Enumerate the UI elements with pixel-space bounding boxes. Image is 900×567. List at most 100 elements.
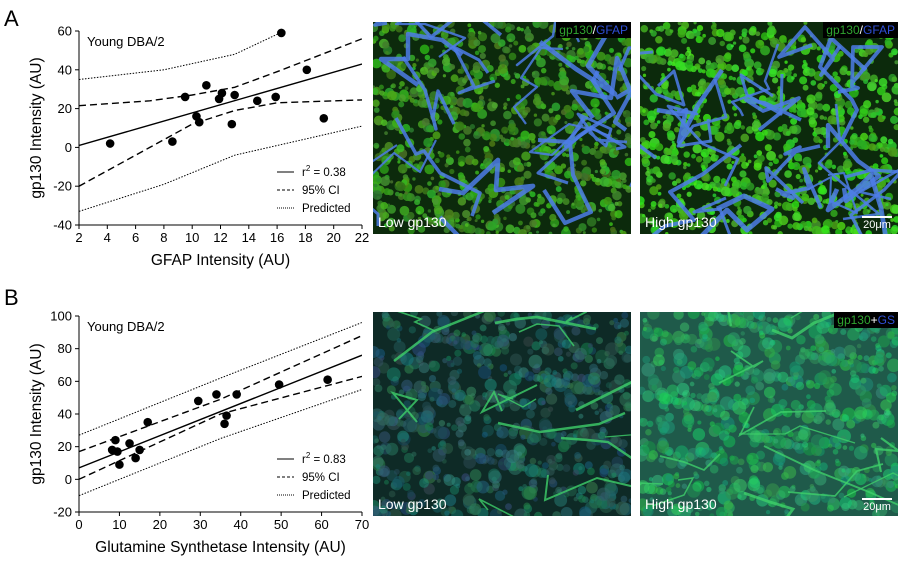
legend-r2-prefix: r [302,167,306,179]
tissue-speck [462,97,473,108]
tissue-speck [457,197,467,206]
tissue-speck [379,164,389,174]
tissue-speck [613,317,619,323]
tissue-speck [846,226,851,231]
tissue-speck [686,333,698,345]
tissue-speck [423,137,433,148]
tissue-speck [540,131,546,136]
tissue-speck [562,198,570,206]
legend-r2-value: = 0.83 [310,454,346,466]
tissue-speck [503,46,511,54]
tissue-speck [610,226,616,233]
tissue-speck [478,95,485,101]
tissue-speck [558,44,563,49]
tissue-speck [380,119,388,126]
tissue-speck [607,66,612,71]
tissue-speck [696,92,702,97]
data-point [111,435,120,445]
tissue-speck [529,430,542,443]
tissue-speck [876,86,886,96]
tissue-speck [430,176,435,181]
tissue-speck [713,175,721,183]
data-point [115,460,124,469]
tissue-speck [686,46,690,51]
tissue-speck [664,203,670,209]
tissue-speck [398,85,402,90]
tissue-speck [745,162,750,166]
tissue-speck [505,503,512,511]
regression-line [79,354,362,469]
tissue-speck [385,50,389,55]
tissue-speck [770,360,781,370]
tissue-speck [768,179,777,188]
tissue-speck [742,51,750,59]
tissue-speck [760,193,769,202]
tissue-speck [383,188,391,196]
tissue-speck [603,196,612,205]
scale-bar-label: 20μm [863,219,891,231]
tissue-speck [878,365,884,372]
tissue-speck [459,404,472,417]
tissue-speck [405,507,413,514]
tissue-speck [816,103,824,111]
tissue-speck [373,142,380,149]
tissue-speck [817,351,832,366]
tissue-speck [740,331,745,336]
tissue-speck [715,54,725,65]
tissue-speck [750,48,756,54]
tissue-speck [451,388,457,394]
tissue-speck [597,431,606,440]
tissue-speck [431,446,436,451]
tissue-speck [762,180,766,184]
tissue-speck [709,126,719,135]
tissue-speck [529,457,537,465]
tissue-speck [581,144,585,148]
tissue-speck [783,466,797,479]
tissue-speck [599,159,606,166]
y-tick-label: 60 [58,374,72,389]
tissue-speck [454,389,466,402]
tissue-speck [387,204,397,214]
tissue-speck [453,340,458,345]
tissue-speck [395,25,403,33]
tissue-speck [378,431,391,443]
tissue-speck [818,139,823,144]
tissue-speck [733,478,747,493]
tissue-speck [465,476,471,482]
tissue-speck [656,46,666,56]
tissue-speck [857,354,863,361]
tissue-speck [649,497,654,502]
tissue-speck [563,388,573,398]
tissue-speck [496,341,504,348]
tissue-speck [508,38,512,42]
glial-process [874,437,898,473]
tissue-speck [830,348,836,354]
tissue-speck [374,118,381,126]
tissue-speck [658,457,665,463]
tissue-speck [737,458,745,466]
tissue-speck [891,76,898,83]
tissue-speck [618,350,624,356]
tissue-speck [823,80,828,85]
micrograph-a-low: gp130/GFAP Low gp130 [373,22,631,234]
tissue-speck [491,476,497,482]
tissue-speck [392,476,405,488]
tissue-speck [761,185,765,190]
astrocyte-process [818,36,868,141]
tissue-speck [448,399,457,408]
stain-label-sep: / [592,23,596,37]
tissue-speck [524,371,535,382]
tissue-speck [664,406,670,412]
tissue-speck [554,165,563,175]
tissue-speck [693,182,697,186]
tissue-speck [726,138,731,143]
tissue-speck [527,132,536,141]
tissue-speck [414,184,424,194]
tissue-speck [478,45,487,54]
tissue-speck [703,480,710,487]
tissue-speck [398,192,403,197]
tissue-speck [623,330,629,336]
tissue-speck [756,320,763,327]
stain-label-gp130: gp130 [826,23,860,37]
tissue-speck [760,45,771,56]
